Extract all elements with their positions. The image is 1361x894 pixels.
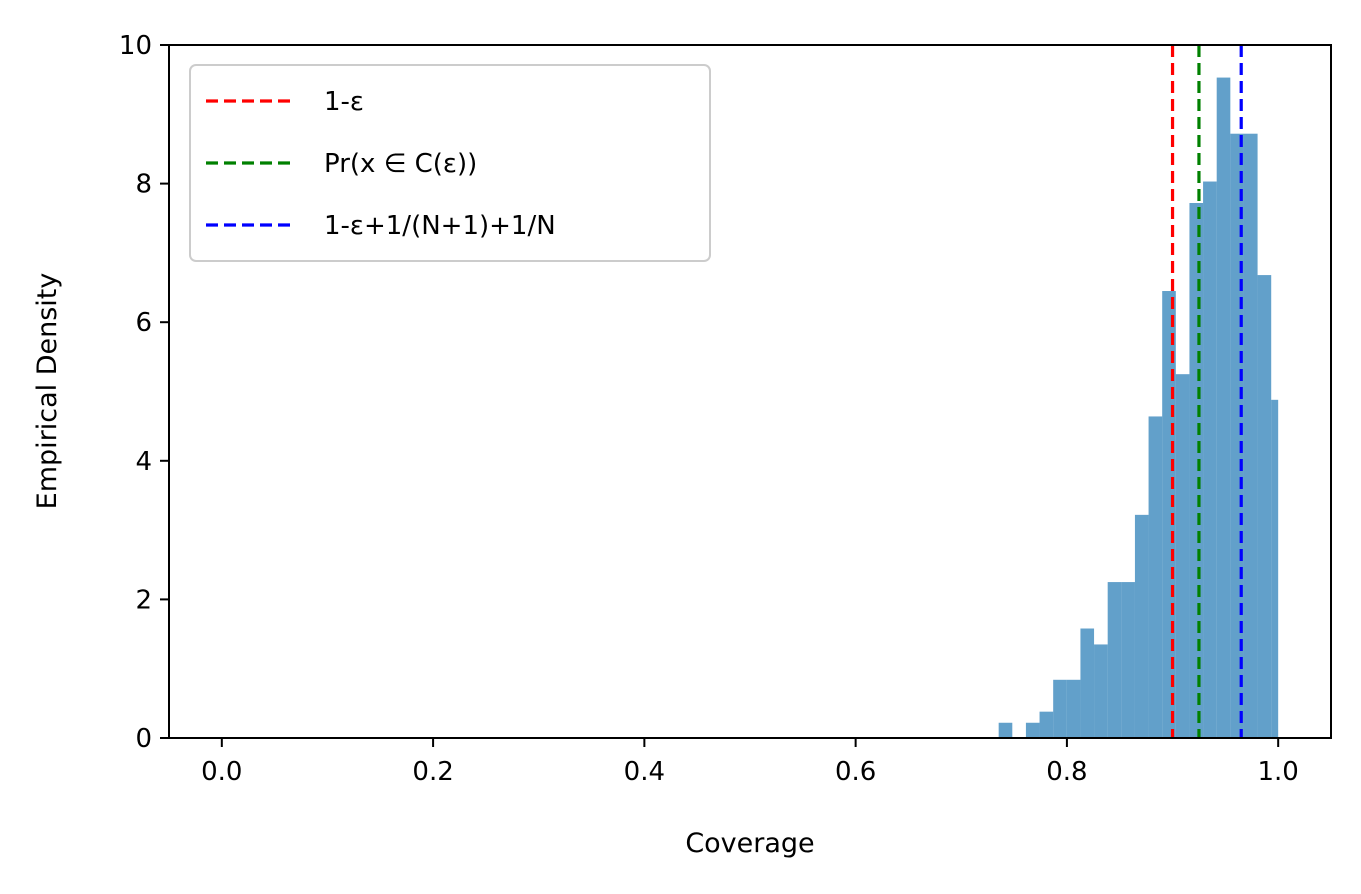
histogram-bar bbox=[1271, 399, 1279, 738]
histogram-bar bbox=[1066, 679, 1081, 738]
y-tick-label: 0 bbox=[135, 724, 152, 754]
histogram-bar bbox=[1107, 582, 1122, 738]
histogram-bar bbox=[1134, 514, 1149, 738]
x-tick-label: 0.6 bbox=[835, 757, 876, 787]
reference-lines bbox=[1170, 45, 1243, 738]
histogram-bar bbox=[1053, 679, 1067, 738]
histogram-bar bbox=[998, 722, 1013, 738]
x-tick-label: 0.4 bbox=[624, 757, 665, 787]
legend-label: 1-ε bbox=[324, 87, 364, 117]
y-tick-label: 8 bbox=[135, 170, 152, 200]
histogram-bar bbox=[1121, 582, 1135, 738]
histogram-bar bbox=[1216, 77, 1231, 739]
y-tick-label: 10 bbox=[119, 31, 152, 61]
histogram-bar bbox=[1189, 203, 1204, 738]
histogram-bar bbox=[1094, 644, 1108, 738]
histogram-bar bbox=[1243, 133, 1258, 739]
plot-frame bbox=[168, 44, 1332, 739]
y-axis-label: Empirical Density bbox=[32, 273, 63, 510]
histogram-bar bbox=[1080, 628, 1095, 738]
legend-label: Pr(x ∈ C(ε)) bbox=[324, 149, 477, 179]
histogram-bar bbox=[1148, 416, 1163, 738]
x-axis: 0.0 0.2 0.4 0.6 0.8 1.0 bbox=[201, 738, 1299, 787]
histogram-bar bbox=[1203, 181, 1217, 738]
histogram-bar bbox=[1025, 722, 1040, 738]
x-tick-label: 0.0 bbox=[201, 757, 242, 787]
histogram-bar bbox=[1257, 275, 1272, 738]
legend: 1-ε Pr(x ∈ C(ε)) 1-ε+1/(N+1)+1/N bbox=[189, 64, 711, 262]
histogram-bar bbox=[1175, 374, 1190, 738]
y-axis: 0 2 4 6 8 10 bbox=[119, 31, 169, 754]
x-tick-label: 0.2 bbox=[412, 757, 453, 787]
legend-label: 1-ε+1/(N+1)+1/N bbox=[324, 211, 556, 241]
x-axis-label: Coverage bbox=[685, 828, 814, 859]
y-tick-label: 4 bbox=[135, 447, 152, 477]
y-tick-label: 6 bbox=[135, 308, 152, 338]
x-tick-label: 0.8 bbox=[1046, 757, 1087, 787]
y-tick-label: 2 bbox=[135, 585, 152, 615]
legend-box bbox=[189, 64, 711, 262]
histogram-bar bbox=[1039, 711, 1054, 738]
x-tick-label: 1.0 bbox=[1258, 757, 1299, 787]
